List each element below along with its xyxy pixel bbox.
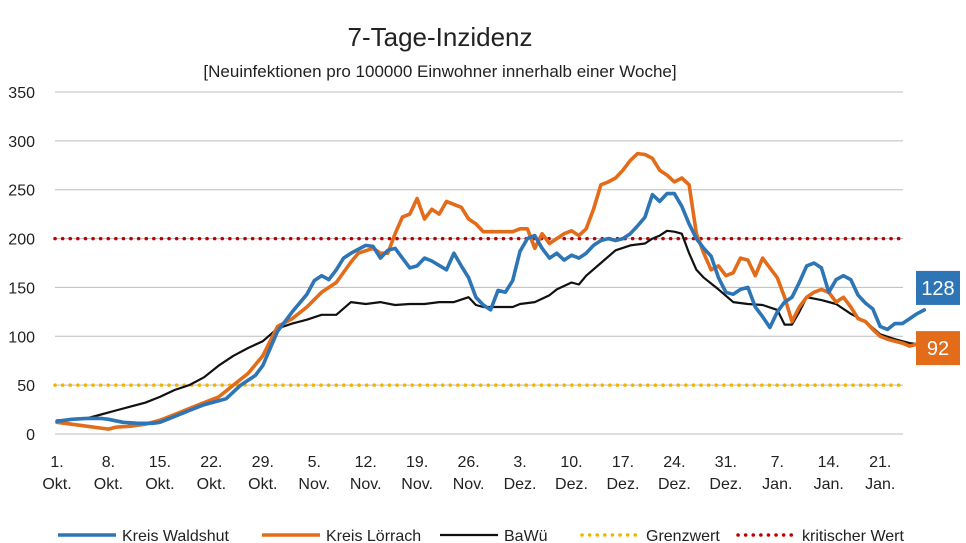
x-tick-day: 24. bbox=[663, 454, 685, 471]
x-tick-month: Okt. bbox=[94, 476, 123, 493]
y-tick-label: 150 bbox=[8, 280, 35, 297]
gridlines bbox=[55, 91, 903, 435]
x-tick-month: Dez. bbox=[504, 476, 537, 493]
legend-label-bawue: BaWü bbox=[504, 528, 548, 543]
legend-label-kreis-loerrach: Kreis Lörrach bbox=[326, 528, 421, 543]
x-tick-day: 14. bbox=[818, 454, 840, 471]
kreis-waldshut-end-value: 128 bbox=[921, 278, 954, 300]
x-axis-ticks: 1. Okt. 8. Okt. 15. Okt. 22. Okt. 29. Okt. 5. Nov. 1… bbox=[42, 454, 895, 493]
chart-subtitle: [Neuinfektionen pro 100000 Einwohner inn… bbox=[203, 62, 676, 81]
y-tick-label: 300 bbox=[8, 134, 35, 151]
x-tick-month: Nov. bbox=[401, 476, 433, 493]
x-tick-month: Okt. bbox=[42, 476, 71, 493]
y-axis-ticks: 0 50 100 150 200 250 300 350 bbox=[8, 85, 35, 444]
x-tick-month: Jan. bbox=[814, 476, 844, 493]
series-lines bbox=[53, 151, 927, 431]
x-tick-day: 19. bbox=[406, 454, 428, 471]
legend-label-grenzwert: Grenzwert bbox=[646, 528, 720, 543]
x-tick-month: Jan. bbox=[762, 476, 792, 493]
chart-title: 7-Tage-Inzidenz bbox=[348, 22, 533, 52]
legend-label-kreis-waldshut: Kreis Waldshut bbox=[122, 528, 230, 543]
x-tick-day: 3. bbox=[513, 454, 526, 471]
x-tick-day: 10. bbox=[560, 454, 582, 471]
x-tick-month: Dez. bbox=[709, 476, 742, 493]
y-tick-label: 250 bbox=[8, 183, 35, 200]
x-tick-day: 17. bbox=[612, 454, 634, 471]
x-tick-day: 29. bbox=[252, 454, 274, 471]
x-tick-day: 26. bbox=[457, 454, 479, 471]
bawue-line bbox=[55, 229, 918, 422]
x-tick-month: Dez. bbox=[658, 476, 691, 493]
kreis-loerrach-line bbox=[55, 151, 919, 431]
x-tick-day: 5. bbox=[308, 454, 321, 471]
kreis-loerrach-end-badge bbox=[916, 331, 960, 366]
legend-label-kritischer-wert: kritischer Wert bbox=[802, 528, 904, 543]
y-tick-label: 50 bbox=[17, 378, 35, 395]
x-tick-day: 15. bbox=[149, 454, 171, 471]
y-tick-label: 200 bbox=[8, 232, 35, 249]
x-tick-month: Nov. bbox=[453, 476, 485, 493]
x-tick-month: Dez. bbox=[555, 476, 588, 493]
x-tick-month: Okt. bbox=[197, 476, 226, 493]
x-tick-day: 7. bbox=[771, 454, 784, 471]
end-value-labels: 128 92 bbox=[916, 270, 960, 366]
x-tick-month: Nov. bbox=[298, 476, 330, 493]
x-tick-month: Dez. bbox=[606, 476, 639, 493]
x-tick-day: 12. bbox=[355, 454, 377, 471]
kreis-waldshut-end-badge bbox=[916, 270, 960, 305]
x-tick-month: Okt. bbox=[248, 476, 277, 493]
x-tick-day: 1. bbox=[50, 454, 63, 471]
x-tick-day: 22. bbox=[200, 454, 222, 471]
kreis-loerrach-end-value: 92 bbox=[927, 338, 949, 360]
y-tick-label: 100 bbox=[8, 329, 35, 346]
x-tick-day: 31. bbox=[715, 454, 737, 471]
x-tick-month: Okt. bbox=[145, 476, 174, 493]
x-tick-day: 21. bbox=[869, 454, 891, 471]
kreis-waldshut-line bbox=[55, 191, 927, 426]
x-tick-month: Nov. bbox=[350, 476, 382, 493]
y-tick-label: 0 bbox=[26, 427, 35, 444]
y-tick-label: 350 bbox=[8, 85, 35, 102]
x-tick-month: Jan. bbox=[865, 476, 895, 493]
x-tick-day: 8. bbox=[102, 454, 115, 471]
legend: Kreis Waldshut Kreis Lörrach BaWü Grenzwert… bbox=[58, 528, 904, 543]
